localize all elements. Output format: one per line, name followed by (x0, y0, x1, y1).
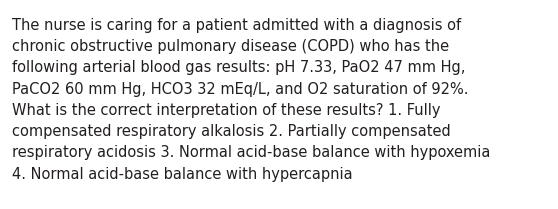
Text: The nurse is caring for a patient admitted with a diagnosis of
chronic obstructi: The nurse is caring for a patient admitt… (12, 18, 490, 182)
